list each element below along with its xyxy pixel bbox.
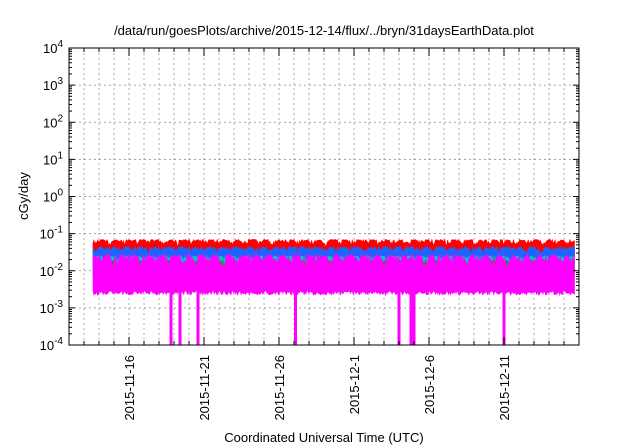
y-tick-label: 103 [43,76,63,93]
dropout-spike [294,291,297,345]
chart-title: /data/run/goesPlots/archive/2015-12-14/f… [114,23,534,38]
series-band-5 [92,253,575,297]
x-tick-label: 2015-12-11 [497,355,512,421]
x-tick-label: 2015-12-6 [422,355,437,414]
dropout-spike [196,291,200,345]
y-tick-label: 10-4 [40,336,64,353]
y-tick-label: 100 [43,188,63,205]
ticks [69,47,579,346]
dropout-spike [169,291,173,345]
y-tick-label: 10-2 [40,262,64,279]
x-axis-label: Coordinated Universal Time (UTC) [224,430,423,445]
dropout-layer [169,291,506,345]
y-tick-label: 10-3 [40,299,64,316]
y-tick-label: 104 [43,39,63,56]
dropout-spike [178,291,182,345]
y-tick-labels: 10-4 10-3 10-2 10-1 100 101 102 103 104 [40,39,64,353]
dropout-spike [409,291,413,345]
x-tick-label: 2015-11-16 [122,355,137,421]
dropout-spike [397,291,401,345]
x-tick-label: 2015-11-21 [197,355,212,421]
x-tick-label: 2015-12-1 [347,355,362,414]
y-tick-label: 10-1 [40,225,64,242]
dropout-spike [412,291,416,345]
y-axis-label: cGy/day [16,172,31,220]
series-layer [92,238,575,297]
y-tick-label: 101 [43,150,63,167]
dropout-spike [502,291,506,345]
x-tick-labels: 2015-11-16 2015-11-21 2015-11-26 2015-12-1 2… [122,355,512,421]
y-tick-label: 102 [43,113,63,130]
x-tick-label: 2015-11-26 [272,355,287,421]
